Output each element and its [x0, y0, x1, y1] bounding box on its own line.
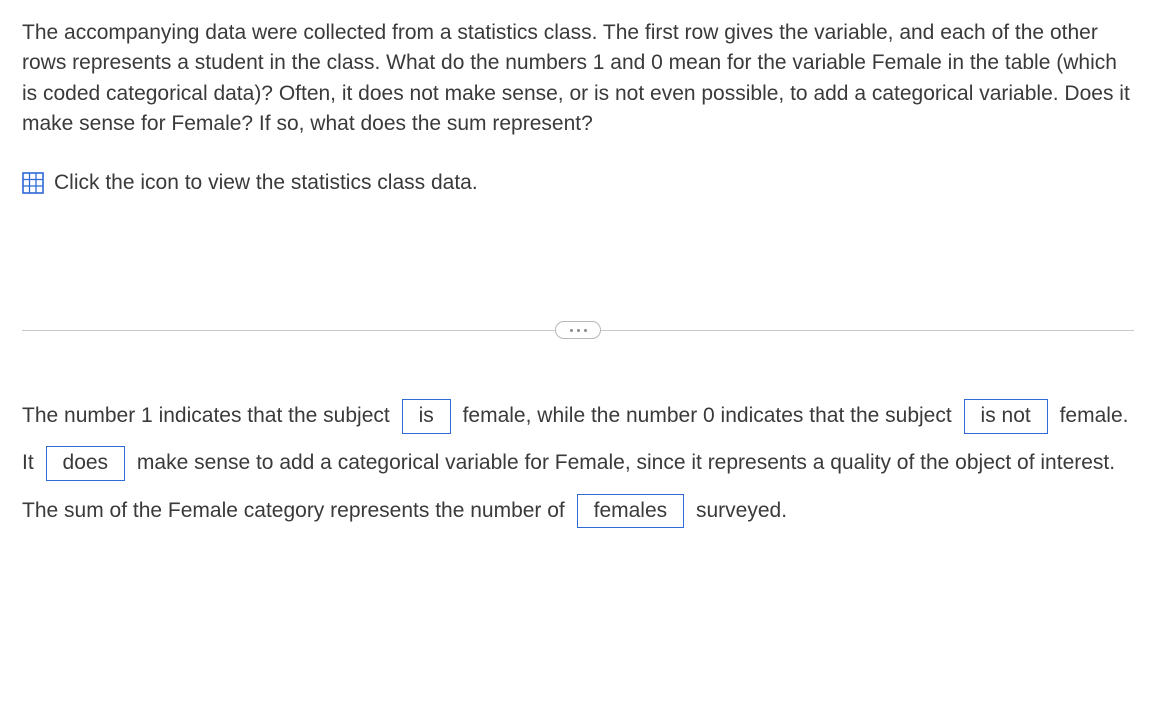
answer-block: The number 1 indicates that the subject … — [22, 392, 1134, 534]
data-link-row: Click the icon to view the statistics cl… — [22, 168, 1134, 198]
section-divider — [22, 318, 1134, 342]
answer-text-1: The number 1 indicates that the subject — [22, 404, 390, 427]
answer-blank-3[interactable]: does — [46, 446, 126, 480]
dot-icon — [584, 329, 587, 332]
answer-blank-4[interactable]: females — [577, 494, 685, 528]
data-link-text[interactable]: Click the icon to view the statistics cl… — [54, 168, 478, 198]
answer-blank-1[interactable]: is — [402, 399, 451, 433]
answer-text-2: female, while the number 0 indicates tha… — [463, 404, 952, 427]
dot-icon — [570, 329, 573, 332]
answer-text-4: make sense to add a categorical variable… — [22, 451, 1115, 521]
expand-pill[interactable] — [555, 321, 601, 339]
dot-icon — [577, 329, 580, 332]
question-text: The accompanying data were collected fro… — [22, 18, 1134, 140]
answer-text-5: surveyed. — [696, 499, 787, 522]
table-icon[interactable] — [22, 172, 44, 194]
answer-blank-2[interactable]: is not — [964, 399, 1048, 433]
